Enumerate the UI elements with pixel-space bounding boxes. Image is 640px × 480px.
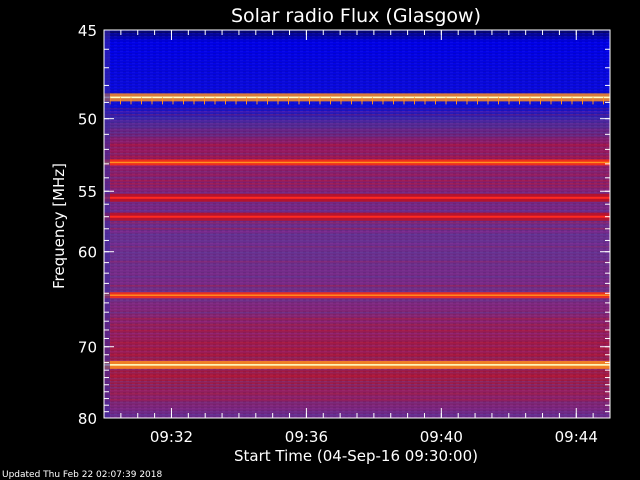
y-tick-label: 50 [78, 111, 97, 129]
y-tick-label: 55 [78, 183, 97, 201]
x-axis: 09:32 09:36 09:40 09:44 [103, 30, 611, 446]
chart-title: Solar radio Flux (Glasgow) [231, 5, 481, 27]
y-axis: 45 50 55 60 70 80 [78, 22, 610, 428]
x-tick-label: 09:36 [285, 428, 328, 446]
y-axis-title: Frequency [MHz] [50, 163, 68, 289]
emission-band [104, 96, 610, 99]
x-tick-label: 09:32 [150, 428, 193, 446]
emission-band [104, 196, 610, 199]
start-column [104, 30, 110, 418]
emission-band [104, 294, 610, 296]
y-tick-label: 60 [78, 244, 97, 262]
plot-area [103, 29, 611, 419]
y-tick-label: 45 [78, 22, 97, 40]
x-axis-title: Start Time (04-Sep-16 09:30:00) [234, 447, 478, 465]
footer-updated: Updated Thu Feb 22 02:07:39 2018 [2, 470, 163, 480]
emission-band [104, 215, 610, 218]
emission-band [104, 161, 610, 164]
x-tick-label: 09:44 [555, 428, 598, 446]
texture-noise [104, 30, 610, 418]
emission-band [104, 364, 610, 366]
y-tick-label: 70 [78, 339, 97, 357]
x-tick-label: 09:40 [420, 428, 463, 446]
y-tick-label: 80 [78, 410, 97, 428]
